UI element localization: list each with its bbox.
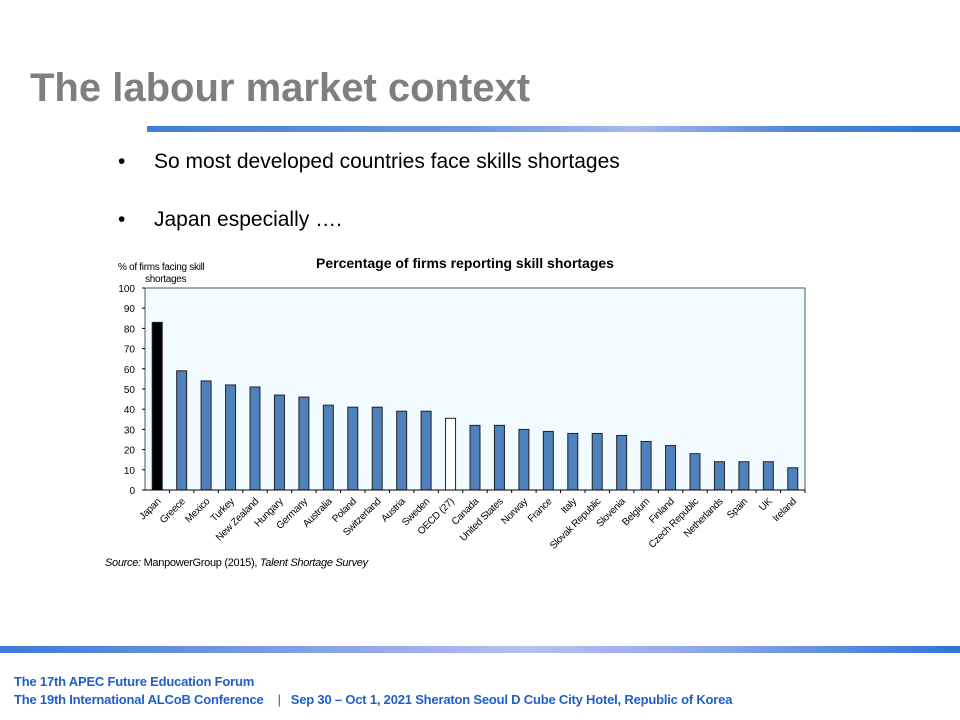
bullet-icon: • [118, 208, 126, 231]
bar [371, 406, 383, 491]
y-tick-label: 60 [124, 365, 136, 376]
source-prefix: Source: [105, 557, 141, 569]
bar [787, 467, 799, 491]
y-tick-label: 10 [124, 466, 136, 477]
title-underline-band [147, 126, 960, 132]
bar [225, 384, 237, 491]
bar [640, 441, 652, 491]
x-tick-label: Italy [559, 496, 579, 516]
x-tick-label: Belgium [620, 496, 652, 528]
bullet-item: • So most developed countries face skills… [118, 150, 620, 174]
x-tick-label: Ireland [771, 496, 799, 524]
y-tick-label: 20 [124, 446, 136, 457]
source-title: Talent Shortage Survey [259, 557, 368, 569]
bar [420, 410, 432, 491]
bar [762, 461, 774, 491]
y-tick-label: 40 [124, 405, 136, 416]
bullet-item: • Japan especially …. [118, 208, 342, 232]
y-tick-label: 90 [124, 304, 136, 315]
y-label-line: shortages [145, 274, 187, 285]
bar [273, 394, 285, 491]
y-tick-label: 50 [124, 385, 136, 396]
footer-separator: | [277, 692, 281, 707]
bar [396, 410, 408, 491]
bar [322, 404, 334, 491]
slide-title: The labour market context [30, 66, 531, 110]
source-text: ManpowerGroup (2015), [140, 557, 260, 569]
bar [713, 461, 725, 491]
bar [518, 428, 530, 491]
bar [445, 417, 457, 491]
bar [616, 434, 628, 491]
y-tick-label: 70 [124, 345, 136, 356]
footer: The 17th APEC Future Education Forum The… [14, 673, 732, 709]
bar [567, 432, 579, 491]
bar [493, 424, 505, 491]
x-tick-label: Norway [500, 496, 531, 527]
footer-details: Sep 30 – Oct 1, 2021 Sheraton Seoul D Cu… [290, 692, 733, 707]
chart-title: Percentage of firms reporting skill shor… [316, 255, 614, 271]
chart-y-axis-label: % of firms facing skill shortages [118, 262, 205, 286]
x-tick-label: UK [757, 496, 775, 514]
bar [469, 424, 481, 491]
footer-conference: The 19th International ALCoB Conference [14, 692, 264, 707]
x-tick-label: France [526, 496, 555, 525]
x-tick-label: Greece [158, 496, 188, 526]
y-label-line: % of firms facing skill [118, 262, 205, 273]
chart-source: Source: ManpowerGroup (2015), Talent Sho… [105, 557, 368, 569]
bar [200, 380, 212, 491]
bar [347, 406, 359, 491]
bullet-text: Japan especially …. [154, 208, 342, 231]
footer-band [0, 646, 960, 653]
bar [298, 396, 310, 491]
bar [542, 430, 554, 491]
y-tick-label: 30 [124, 425, 136, 436]
bar [151, 321, 163, 491]
y-tick-label: 100 [118, 284, 135, 295]
footer-forum: The 17th APEC Future Education Forum [14, 674, 255, 689]
bullet-text: So most developed countries face skills … [154, 150, 620, 173]
x-tick-label: Mexico [183, 496, 212, 525]
bar [591, 432, 603, 491]
bar [249, 386, 261, 491]
bar [689, 453, 701, 491]
y-tick-label: 0 [129, 486, 135, 497]
x-tick-label: Spain [725, 496, 750, 521]
bullet-icon: • [118, 150, 126, 173]
bar [665, 445, 677, 491]
y-tick-label: 80 [124, 324, 136, 335]
bar [176, 370, 188, 491]
bar [738, 461, 750, 491]
